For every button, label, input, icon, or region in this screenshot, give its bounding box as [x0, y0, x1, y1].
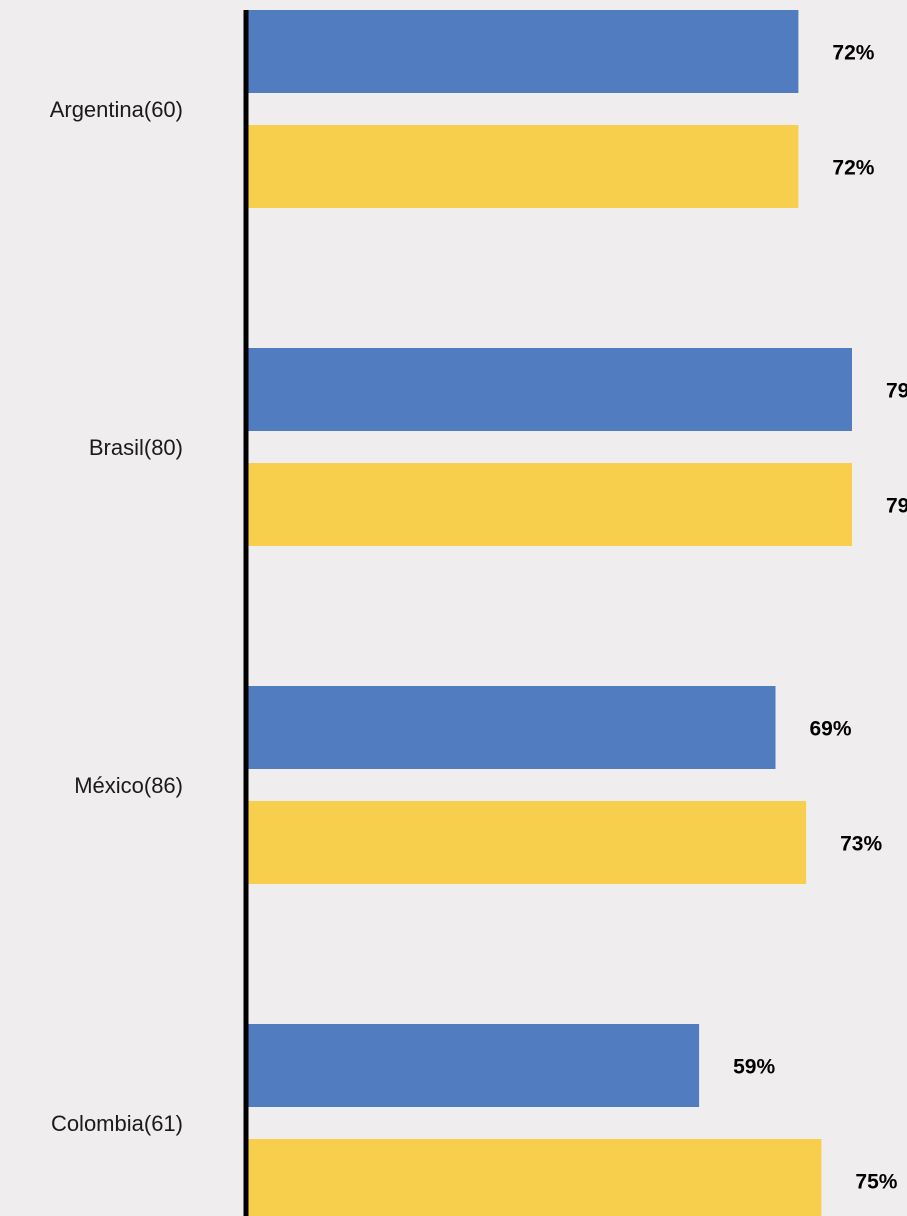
- data-label: 75%: [855, 1171, 897, 1194]
- category-labels: Argentina(60) Brasil(80) México(86) Colombi…: [50, 97, 183, 1136]
- bar: [248, 686, 776, 769]
- data-label: 73%: [840, 833, 882, 856]
- data-label: 79%: [886, 380, 907, 403]
- data-label: 72%: [832, 157, 874, 180]
- data-label: 72%: [832, 42, 874, 65]
- bar: [248, 348, 852, 431]
- bar: [248, 463, 852, 546]
- category-label: Brasil(80): [89, 435, 183, 460]
- data-label: 69%: [810, 718, 852, 741]
- bar: [248, 801, 807, 884]
- data-label: 79%: [886, 495, 907, 518]
- bars-layer: [248, 10, 852, 1216]
- data-labels: 72% 72% 79% 79% 69% 73% 59% 75%: [733, 42, 907, 1194]
- bar: [248, 1024, 700, 1107]
- bar: [248, 125, 799, 208]
- data-label: 59%: [733, 1056, 775, 1079]
- category-label: Argentina(60): [50, 97, 183, 122]
- category-label: Colombia(61): [51, 1111, 183, 1136]
- bar: [248, 1139, 822, 1216]
- category-label: México(86): [74, 773, 183, 798]
- bar: [248, 10, 799, 93]
